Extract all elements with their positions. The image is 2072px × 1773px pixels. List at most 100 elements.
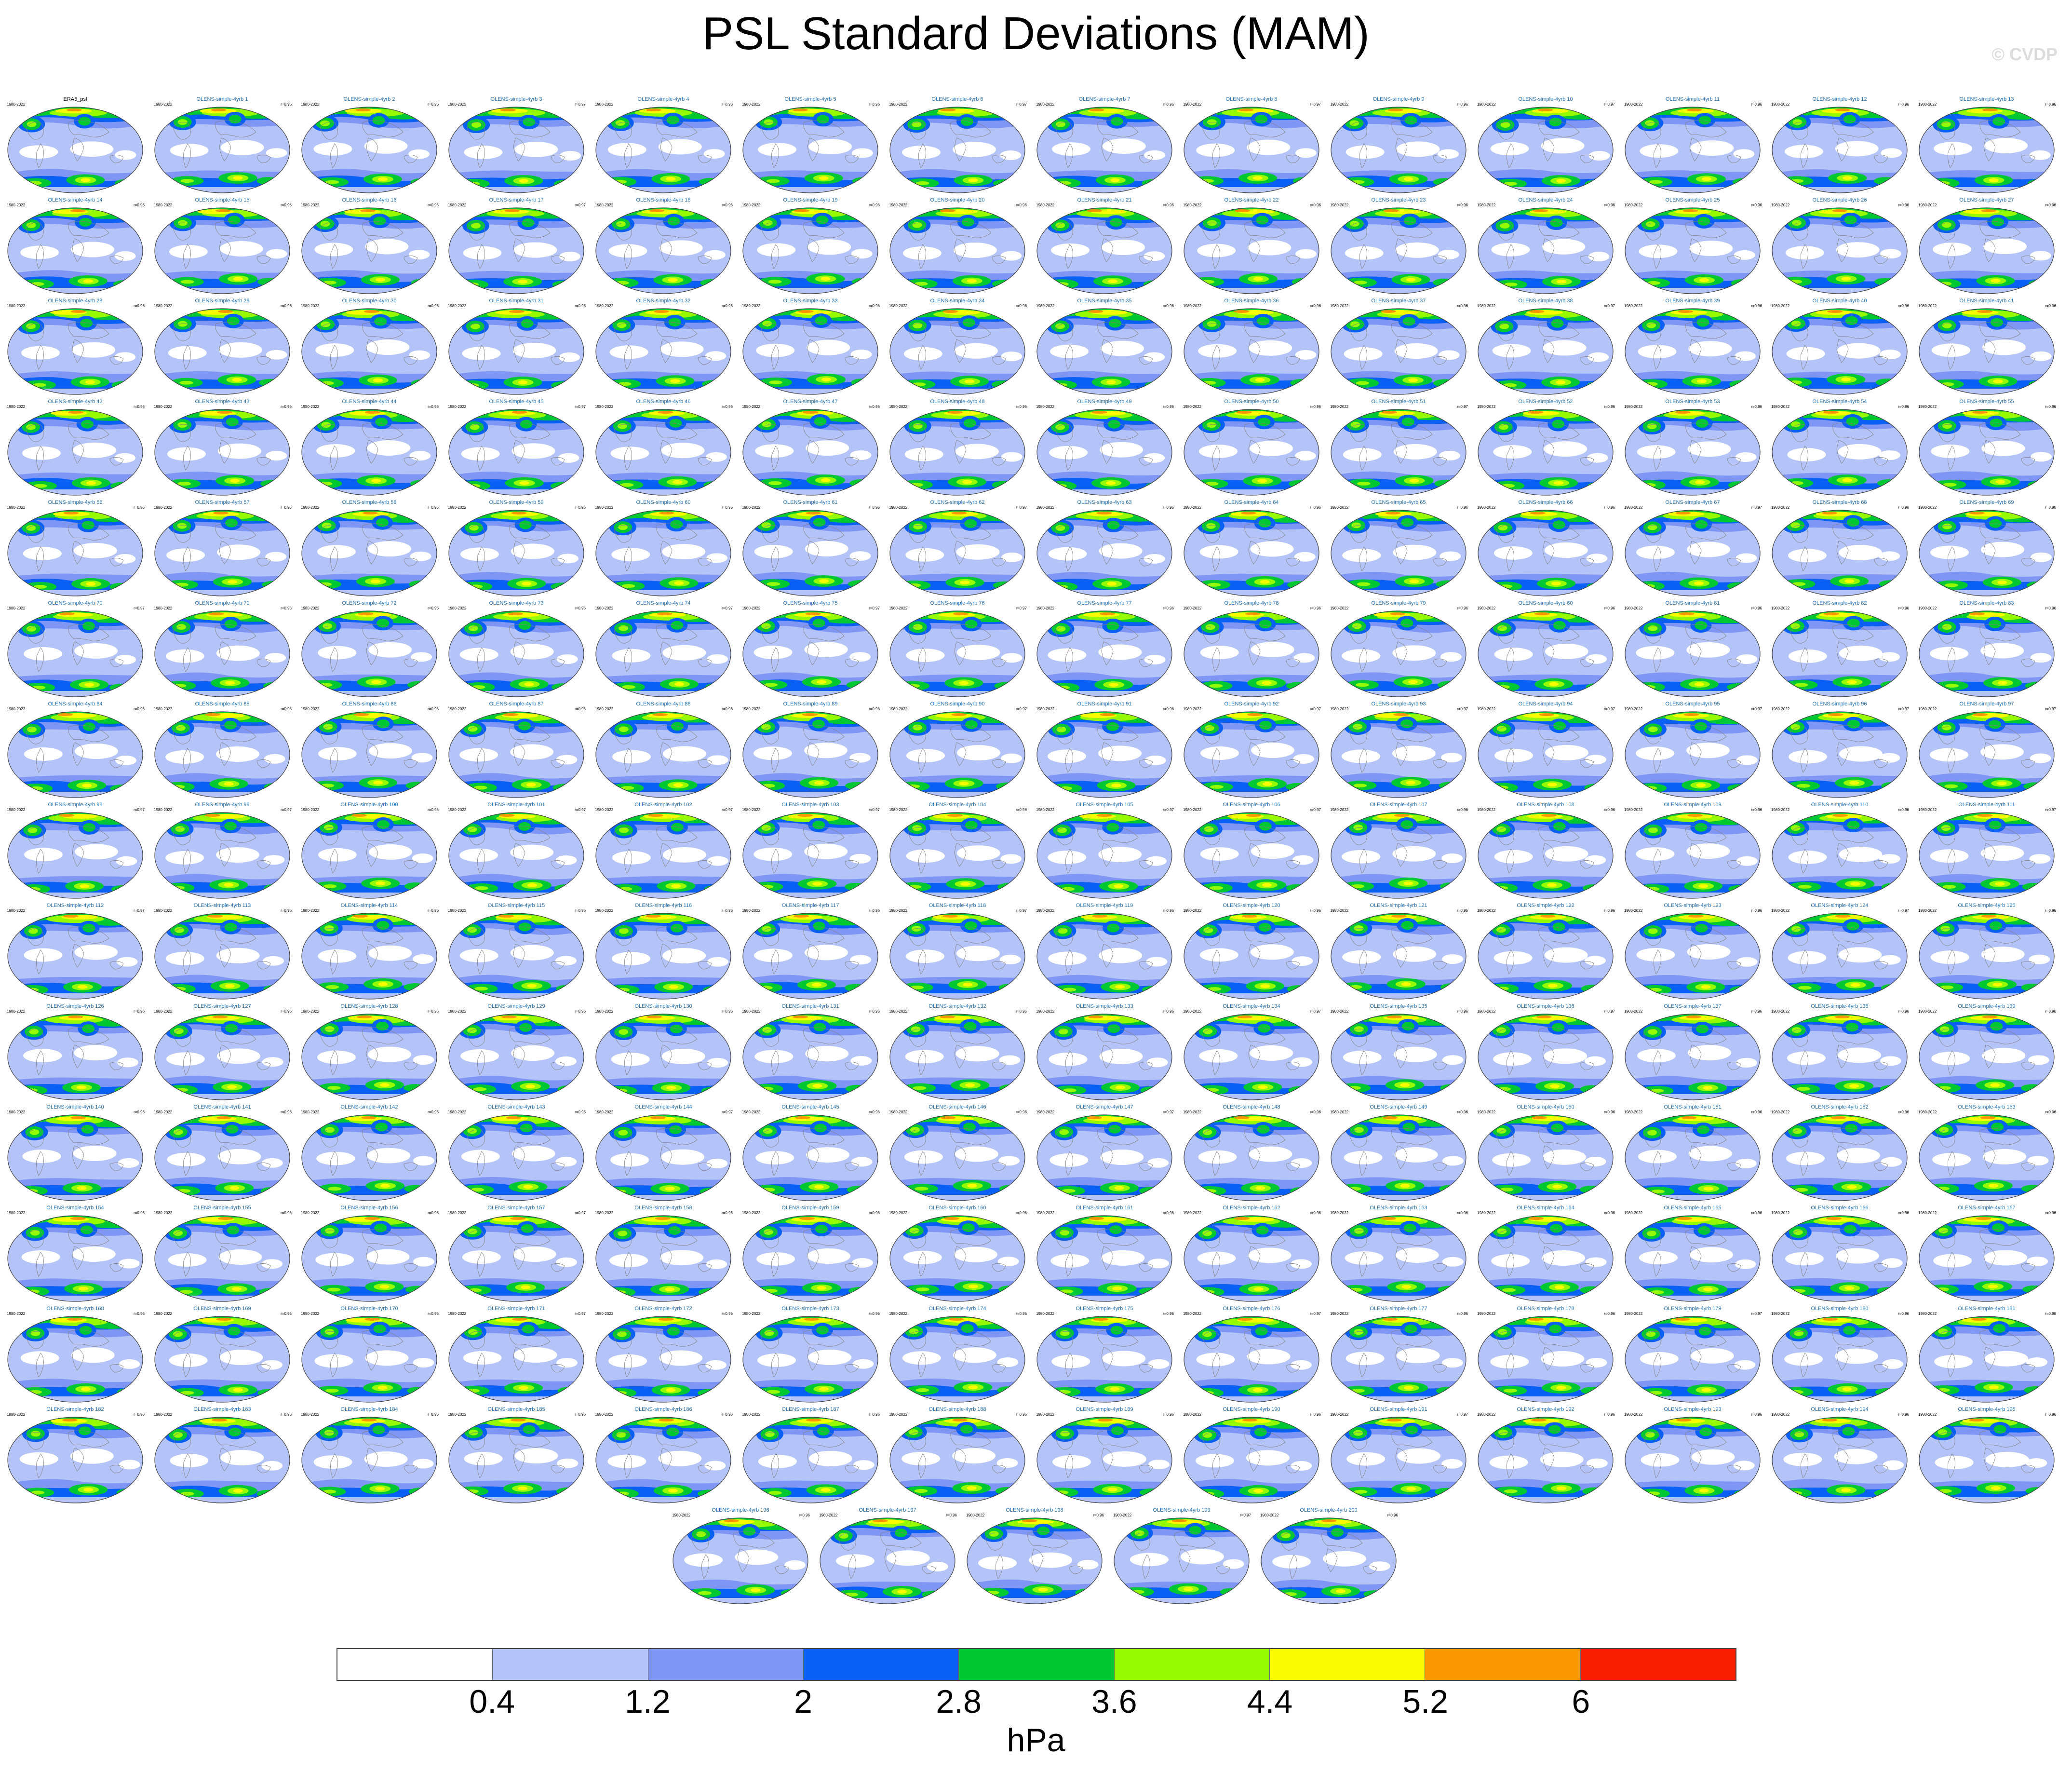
map-panel: OLENS-simple-4yrb 91 1980-2022 r=0.96 [1033,701,1176,802]
world-map [154,1316,290,1403]
panel-years: 1980-2022 [448,405,467,409]
panel-correlation: r=0.96 [575,908,586,913]
panel-correlation: r=0.96 [281,203,292,207]
map-panel: OLENS-simple-4yrb 158 1980-2022 r=0.96 [592,1205,735,1306]
panel-correlation: r=0.97 [1240,1513,1251,1517]
panel-correlation: r=0.96 [1310,304,1321,308]
panel-title: OLENS-simple-4yrb 186 [634,1407,692,1412]
world-map [7,107,143,193]
panel-correlation: r=0.96 [869,102,880,107]
world-map [1184,1215,1319,1302]
panel-years: 1980-2022 [1918,1211,1937,1215]
world-map [1919,711,2055,798]
panel-years: 1980-2022 [448,606,467,610]
world-map [889,1417,1025,1503]
map-panel: OLENS-simple-4yrb 56 1980-2022 r=0.96 [4,500,147,601]
panel-correlation: r=0.97 [575,203,586,207]
panel-years: 1980-2022 [1330,707,1349,711]
map-panel: OLENS-simple-4yrb 147 1980-2022 r=0.97 [1033,1104,1176,1205]
panel-years: 1980-2022 [742,606,761,610]
map-panel: OLENS-simple-4yrb 85 1980-2022 r=0.96 [151,701,294,802]
panel-years: 1980-2022 [1624,908,1643,913]
panel-correlation: r=0.96 [281,1009,292,1014]
panel-years: 1980-2022 [1771,304,1790,308]
panel-grid: ERA5_psl 1980-2022 OLENS-simple-4yrb 1 1980… [4,96,2058,1604]
map-panel: OLENS-simple-4yrb 152 1980-2022 r=0.96 [1768,1104,1911,1205]
panel-years: 1980-2022 [889,203,908,207]
world-map [889,107,1025,193]
panel-title: OLENS-simple-4yrb 110 [1811,802,1869,808]
panel-years: 1980-2022 [1918,304,1937,308]
panel-title: OLENS-simple-4yrb 11 [1665,96,1720,102]
panel-correlation: r=0.96 [869,1211,880,1215]
panel-correlation: r=0.97 [1310,102,1321,107]
map-panel: OLENS-simple-4yrb 87 1980-2022 r=0.96 [445,701,588,802]
colorbar-segment [959,1649,1115,1680]
colorbar-segment [1114,1649,1270,1680]
world-map [1772,1417,1908,1503]
world-map [1331,1114,1467,1201]
panel-title: OLENS-simple-4yrb 200 [1300,1507,1358,1513]
colorbar-tick-label: 2.8 [936,1683,982,1720]
world-map [1331,913,1467,1000]
panel-title: OLENS-simple-4yrb 195 [1958,1407,2016,1412]
map-panel: OLENS-simple-4yrb 9 1980-2022 r=0.96 [1327,96,1470,198]
map-panel: OLENS-simple-4yrb 36 1980-2022 r=0.96 [1180,298,1323,399]
map-panel: OLENS-simple-4yrb 103 1980-2022 r=0.97 [739,802,882,903]
panel-title: OLENS-simple-4yrb 122 [1517,903,1574,908]
panel-title: OLENS-simple-4yrb 153 [1958,1104,2016,1110]
colorbar-segment [1580,1649,1736,1680]
panel-years: 1980-2022 [1330,1211,1349,1215]
world-map [595,1215,731,1302]
panel-years: 1980-2022 [448,1211,467,1215]
world-map [595,409,731,496]
panel-years: 1980-2022 [1771,102,1790,107]
panel-correlation: r=0.96 [134,203,145,207]
panel-title: OLENS-simple-4yrb 107 [1370,802,1427,808]
map-panel: OLENS-simple-4yrb 51 1980-2022 r=0.97 [1327,399,1470,500]
panel-years: 1980-2022 [1624,304,1643,308]
world-map [1919,913,2055,1000]
panel-title: OLENS-simple-4yrb 95 [1665,701,1720,707]
map-panel: OLENS-simple-4yrb 27 1980-2022 r=0.96 [1915,197,2058,298]
panel-correlation: r=0.96 [1751,1412,1762,1417]
world-map [448,1114,584,1201]
panel-title: OLENS-simple-4yrb 97 [1959,701,2014,707]
panel-title: OLENS-simple-4yrb 161 [1076,1205,1133,1211]
panel-correlation: r=0.96 [722,1211,733,1215]
panel-years: 1980-2022 [7,1211,26,1215]
world-map [7,510,143,596]
panel-years: 1980-2022 [595,304,614,308]
map-panel: OLENS-simple-4yrb 122 1980-2022 r=0.96 [1474,903,1617,1004]
panel-correlation: r=0.96 [869,304,880,308]
panel-years: 1980-2022 [742,304,761,308]
panel-title: OLENS-simple-4yrb 177 [1370,1306,1427,1312]
world-map [1184,610,1319,697]
world-map [448,107,584,193]
map-panel: OLENS-simple-4yrb 22 1980-2022 r=0.96 [1180,197,1323,298]
world-map [1184,107,1319,193]
panel-correlation: r=0.96 [2045,1211,2056,1215]
world-map [1478,107,1614,193]
panel-years: 1980-2022 [595,405,614,409]
panel-correlation: r=0.96 [2045,203,2056,207]
panel-correlation: r=0.96 [1604,203,1615,207]
panel-correlation: r=0.96 [1016,1110,1027,1114]
map-panel: OLENS-simple-4yrb 188 1980-2022 r=0.96 [886,1407,1029,1508]
panel-title: OLENS-simple-4yrb 27 [1959,197,2014,203]
map-panel: OLENS-simple-4yrb 108 1980-2022 r=0.96 [1474,802,1617,903]
panel-years: 1980-2022 [1624,505,1643,510]
world-map [1772,207,1908,294]
panel-correlation: r=0.96 [281,102,292,107]
panel-correlation: r=0.96 [2045,1412,2056,1417]
world-map [154,1114,290,1201]
map-panel: OLENS-simple-4yrb 19 1980-2022 r=0.96 [739,197,882,298]
world-map [448,1417,584,1503]
world-map [1478,913,1614,1000]
panel-years: 1980-2022 [1036,606,1055,610]
panel-title: OLENS-simple-4yrb 6 [931,96,983,102]
panel-title: OLENS-simple-4yrb 124 [1811,903,1869,908]
map-panel: OLENS-simple-4yrb 8 1980-2022 r=0.97 [1180,96,1323,198]
world-map [673,1517,808,1604]
world-map [742,510,878,596]
